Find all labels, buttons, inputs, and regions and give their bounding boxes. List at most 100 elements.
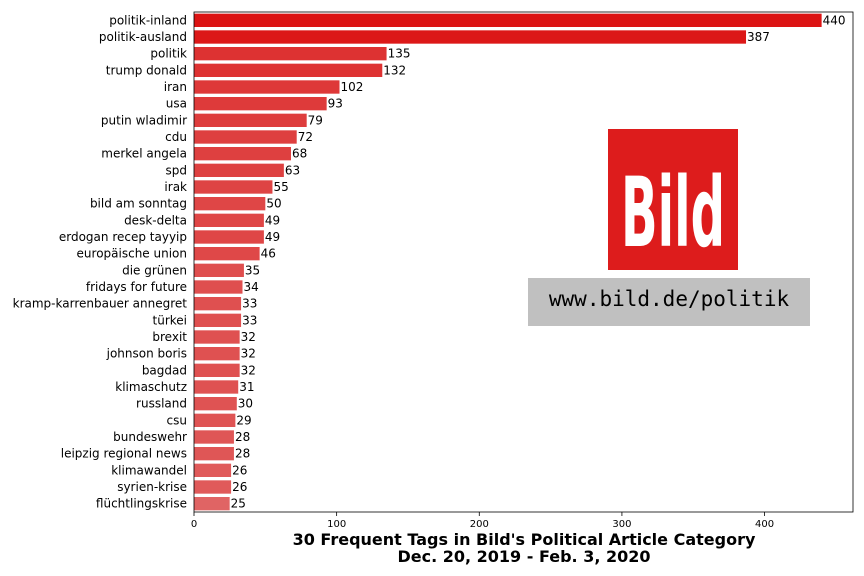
bar — [194, 130, 297, 144]
bar — [194, 397, 237, 411]
category-label: klimawandel — [111, 463, 187, 477]
bar — [194, 280, 243, 294]
x-tick-label: 300 — [612, 519, 631, 530]
value-label: 32 — [241, 347, 256, 361]
bar — [194, 197, 266, 211]
category-label: trump donald — [106, 63, 187, 77]
category-label: bagdad — [142, 363, 187, 377]
value-label: 32 — [241, 330, 256, 344]
bar — [194, 80, 340, 94]
bar — [194, 380, 239, 394]
value-label: 79 — [308, 113, 323, 127]
value-label: 102 — [340, 80, 363, 94]
x-ticks: 0 100 200 300 400 — [191, 512, 774, 530]
value-label: 440 — [823, 13, 846, 27]
value-label: 50 — [266, 197, 281, 211]
category-label: putin wladimir — [101, 113, 187, 127]
value-label: 30 — [238, 397, 253, 411]
value-label: 49 — [265, 213, 280, 227]
x-tick-label: 200 — [470, 519, 489, 530]
bar — [194, 263, 244, 277]
value-label: 25 — [231, 497, 246, 511]
value-label: 49 — [265, 230, 280, 244]
value-label: 132 — [383, 63, 406, 77]
category-label: bundeswehr — [113, 430, 187, 444]
axes — [193, 11, 854, 513]
value-label: 93 — [328, 97, 343, 111]
bar — [194, 413, 236, 427]
chart-title-line-2: Dec. 20, 2019 - Feb. 3, 2020 — [397, 547, 650, 566]
category-label: erdogan recep tayyip — [59, 230, 187, 244]
bar — [194, 113, 307, 127]
category-label: bild am sonntag — [90, 197, 187, 211]
category-label: desk-delta — [124, 213, 187, 227]
bar — [194, 63, 383, 77]
value-label: 34 — [243, 280, 258, 294]
category-label: leipzig regional news — [61, 447, 187, 461]
bar — [194, 430, 234, 444]
url-text: www.bild.de/politik — [549, 287, 790, 311]
category-label: die grünen — [122, 263, 187, 277]
url-box: www.bild.de/politik — [528, 278, 810, 326]
category-label: flüchtlingskrise — [96, 497, 187, 511]
bar — [194, 13, 822, 27]
value-label: 31 — [239, 380, 254, 394]
value-label: 135 — [388, 47, 411, 61]
category-label: irak — [164, 180, 187, 194]
bild-logo: Bild — [608, 129, 738, 270]
bar — [194, 247, 260, 261]
value-label: 33 — [242, 313, 257, 327]
bar — [194, 463, 232, 477]
x-tick-label: 0 — [191, 519, 197, 530]
value-label: 55 — [273, 180, 288, 194]
url-box-background — [528, 278, 810, 326]
value-label: 35 — [245, 263, 260, 277]
category-label: kramp-karrenbauer annegret — [13, 297, 188, 311]
chart-title-line-1: 30 Frequent Tags in Bild's Political Art… — [293, 530, 756, 549]
bar — [194, 163, 284, 177]
value-label: 28 — [235, 447, 250, 461]
category-label: spd — [166, 163, 188, 177]
category-label: europäische union — [77, 247, 187, 261]
category-label: usa — [166, 97, 187, 111]
category-label: cdu — [165, 130, 187, 144]
bild-logo-background — [608, 129, 738, 270]
bar — [194, 497, 230, 511]
category-label: syrien-krise — [117, 480, 187, 494]
bar — [194, 313, 242, 327]
bar — [194, 230, 264, 244]
bar — [194, 347, 240, 361]
bar — [194, 363, 240, 377]
bar — [194, 480, 232, 494]
value-label: 68 — [292, 147, 307, 161]
bar — [194, 213, 264, 227]
x-tick-label: 100 — [327, 519, 346, 530]
bar — [194, 147, 291, 161]
value-label: 29 — [236, 413, 251, 427]
bar — [194, 47, 387, 61]
value-label: 26 — [232, 463, 247, 477]
plot-frame — [193, 11, 854, 513]
value-label: 46 — [261, 247, 276, 261]
category-label: politik — [150, 47, 187, 61]
category-label: csu — [167, 413, 187, 427]
category-label: politik-inland — [109, 13, 187, 27]
bar — [194, 297, 242, 311]
value-label: 26 — [232, 480, 247, 494]
category-label: russland — [136, 397, 187, 411]
value-label: 28 — [235, 430, 250, 444]
category-label: politik-ausland — [99, 30, 187, 44]
category-labels: politik-inland politik-ausland politik trum… — [13, 13, 188, 510]
category-label: brexit — [152, 330, 187, 344]
category-label: johnson boris — [106, 347, 187, 361]
bar — [194, 330, 240, 344]
bar — [194, 97, 327, 111]
category-label: türkei — [153, 313, 187, 327]
category-label: iran — [164, 80, 187, 94]
bild-logo-text: Bild — [621, 157, 725, 269]
x-tick-label: 400 — [755, 519, 774, 530]
category-label: klimaschutz — [115, 380, 187, 394]
value-label: 72 — [298, 130, 313, 144]
value-label: 32 — [241, 363, 256, 377]
